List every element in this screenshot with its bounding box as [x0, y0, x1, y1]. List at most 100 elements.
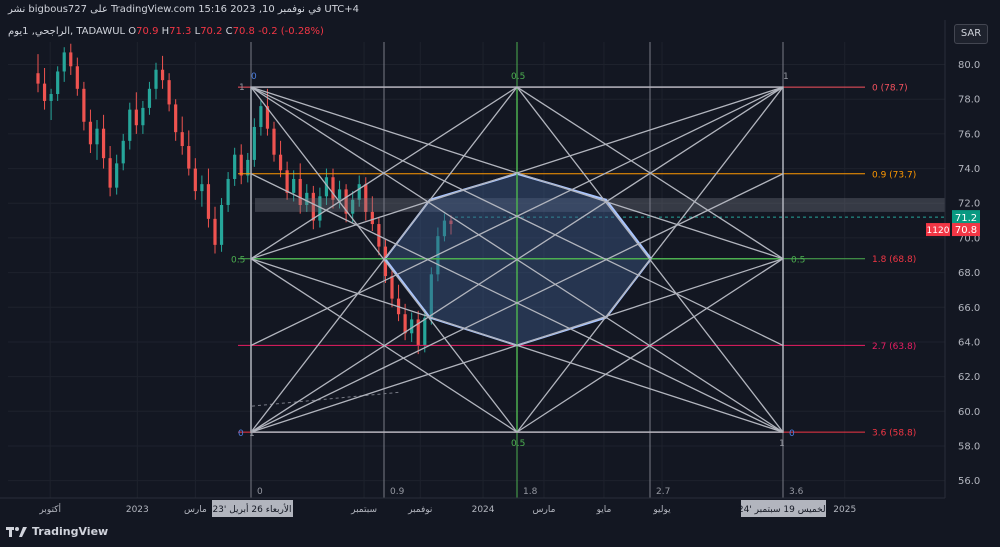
x-tick-label: يوليو: [652, 505, 671, 515]
y-tick-label: 62.0: [958, 372, 980, 383]
gann-corner-label: 1: [783, 72, 789, 82]
gann-fan-line: [250, 86, 518, 260]
y-tick-label: 70.0: [958, 233, 980, 244]
candle-body: [337, 189, 342, 200]
y-tick-label: 60.0: [958, 407, 980, 418]
ohlc-high: 71.3: [169, 26, 192, 37]
candle-body: [147, 88, 152, 108]
date-highlight-right-box: [741, 500, 826, 517]
candle-body: [416, 319, 420, 346]
candle-body: [219, 204, 224, 245]
candle-body: [62, 52, 66, 72]
candle-body: [239, 154, 243, 176]
x-tick-label: أكتوبر: [38, 503, 61, 515]
close-price-tag: 70.8: [955, 225, 977, 236]
gann-fan-line: [250, 258, 518, 433]
gann-corner-label: 0: [251, 72, 257, 82]
y-tick-label: 74.0: [958, 164, 980, 175]
gann-corner-label: 1: [239, 83, 245, 93]
ohlc-open: 70.9: [136, 26, 159, 37]
ohlc-change: -0.2 (-0.28%): [258, 26, 324, 37]
countdown-tag-box: [926, 223, 950, 237]
candle-body: [141, 107, 145, 126]
symbol-name[interactable]: الراجحي, 1يوم, TADAWUL: [8, 26, 126, 37]
candle-body: [410, 319, 414, 334]
candle-body: [403, 314, 407, 334]
gann-corner-label: 1: [249, 429, 255, 439]
current-price-tag: 71.2: [955, 213, 977, 224]
gann-fan-line: [516, 86, 784, 433]
y-tick-label: 68.0: [958, 268, 980, 279]
x-tick-label: 2023: [126, 505, 149, 515]
symbol-legend[interactable]: الراجحي, 1يوم, TADAWUL O70.9 H71.3 L70.2…: [8, 26, 324, 37]
y-tick-label: 66.0: [958, 303, 980, 314]
currency-button[interactable]: SAR: [954, 24, 988, 44]
candle-body: [42, 83, 47, 101]
gann-corner-label: 0.5: [791, 256, 805, 266]
time-fib-label: 0: [257, 487, 263, 497]
x-tick-label: 2024: [472, 505, 495, 515]
candle-body: [167, 80, 171, 105]
gann-corner-label: 0: [789, 429, 795, 439]
grid: [8, 42, 945, 498]
y-tick-label: 56.0: [958, 476, 980, 487]
publish-header: نشر bigbous727 على TradingView.com 15:16…: [0, 0, 1000, 20]
gann-fan-line: [250, 86, 784, 433]
candle-body: [390, 276, 394, 299]
candles: [36, 43, 453, 355]
candle-body: [246, 159, 250, 176]
fib-level-label: 0 (78.7): [872, 84, 908, 94]
y-tick-label: 64.0: [958, 337, 980, 348]
candle-body: [49, 94, 53, 101]
candle-body: [108, 158, 112, 188]
gann-corner-label: 1: [779, 439, 785, 449]
brand-text: TradingView: [32, 525, 109, 538]
candle-body: [324, 177, 329, 197]
fib-level-label: 1.8 (68.8): [872, 255, 916, 265]
date-highlight-left: الأربعاء 26 أبريل '23: [212, 503, 291, 515]
candle-body: [56, 71, 60, 95]
fib-level-label: 0.9 (73.7): [872, 170, 916, 180]
time-fib-label: 0.9: [390, 487, 405, 497]
candle-body: [351, 199, 355, 214]
candle-body: [115, 163, 119, 188]
gann-fan-line: [516, 258, 784, 433]
candle-body: [429, 274, 433, 318]
candle-body: [442, 220, 447, 237]
ohlc-low: 70.2: [200, 26, 223, 37]
date-highlight-right: الخميس 19 سبتمبر '24: [738, 505, 828, 515]
tradingview-logo[interactable]: TradingView: [6, 525, 108, 538]
candle-body: [285, 170, 289, 193]
gann-fan-line: [250, 173, 784, 433]
gann-corner-label: 0.5: [231, 256, 245, 266]
candle-body: [331, 177, 335, 200]
candle-body: [449, 220, 453, 225]
candle-body: [265, 106, 270, 129]
x-tick-label: نوفمبر: [407, 505, 432, 515]
gann-fan-line: [250, 86, 518, 433]
candle-body: [206, 184, 211, 219]
fib-level-label: 3.6 (58.8): [872, 429, 916, 439]
candle-body: [128, 109, 132, 141]
candle-body: [298, 178, 302, 205]
close-price-tag-box: [952, 223, 980, 237]
ohlc-open-label: O: [128, 26, 137, 37]
candle-body: [180, 132, 184, 147]
candle-body: [233, 154, 237, 179]
x-tick-label: مارس: [184, 505, 207, 515]
tradingview-icon: [6, 526, 27, 537]
candle-body: [278, 154, 283, 171]
candle-body: [364, 184, 368, 212]
header-text: نشر bigbous727 على TradingView.com 15:16…: [8, 4, 359, 15]
gann-fan-line: [250, 86, 784, 347]
y-tick-label: 76.0: [958, 129, 980, 140]
gann-corner-label: 0.5: [511, 439, 525, 449]
candle-body: [318, 196, 322, 221]
candle-body: [154, 69, 158, 89]
gann-fan-line: [250, 86, 784, 260]
candle-body: [259, 106, 263, 127]
candle-body: [344, 189, 348, 214]
fib-level-label: 2.7 (63.8): [872, 342, 916, 352]
gann-corner-label: 0: [238, 429, 244, 439]
